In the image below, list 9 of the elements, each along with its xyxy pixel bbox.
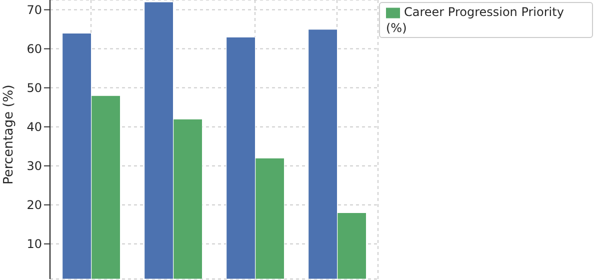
legend-label: Career Progression Priority (%) — [386, 5, 564, 35]
y-axis-title: Percentage (%) — [2, 84, 17, 184]
y-tick-label: 30 — [26, 159, 42, 174]
y-tick-label: 50 — [26, 81, 42, 96]
y-tick-label: 40 — [26, 120, 42, 134]
y-tick-label: 20 — [26, 198, 42, 212]
y-tick-label: 70 — [26, 3, 42, 18]
y-tick-label: 60 — [26, 42, 42, 56]
y-tick-label: 10 — [26, 237, 42, 252]
